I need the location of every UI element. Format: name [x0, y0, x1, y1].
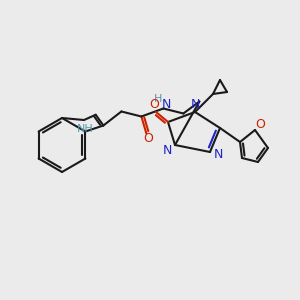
Text: N: N — [213, 148, 223, 160]
Text: O: O — [255, 118, 265, 131]
Text: H: H — [154, 94, 163, 103]
Text: O: O — [149, 98, 159, 112]
Text: N: N — [162, 143, 172, 157]
Text: N: N — [162, 98, 171, 111]
Text: O: O — [143, 132, 153, 145]
Text: NH: NH — [76, 124, 93, 134]
Text: N: N — [190, 98, 200, 110]
